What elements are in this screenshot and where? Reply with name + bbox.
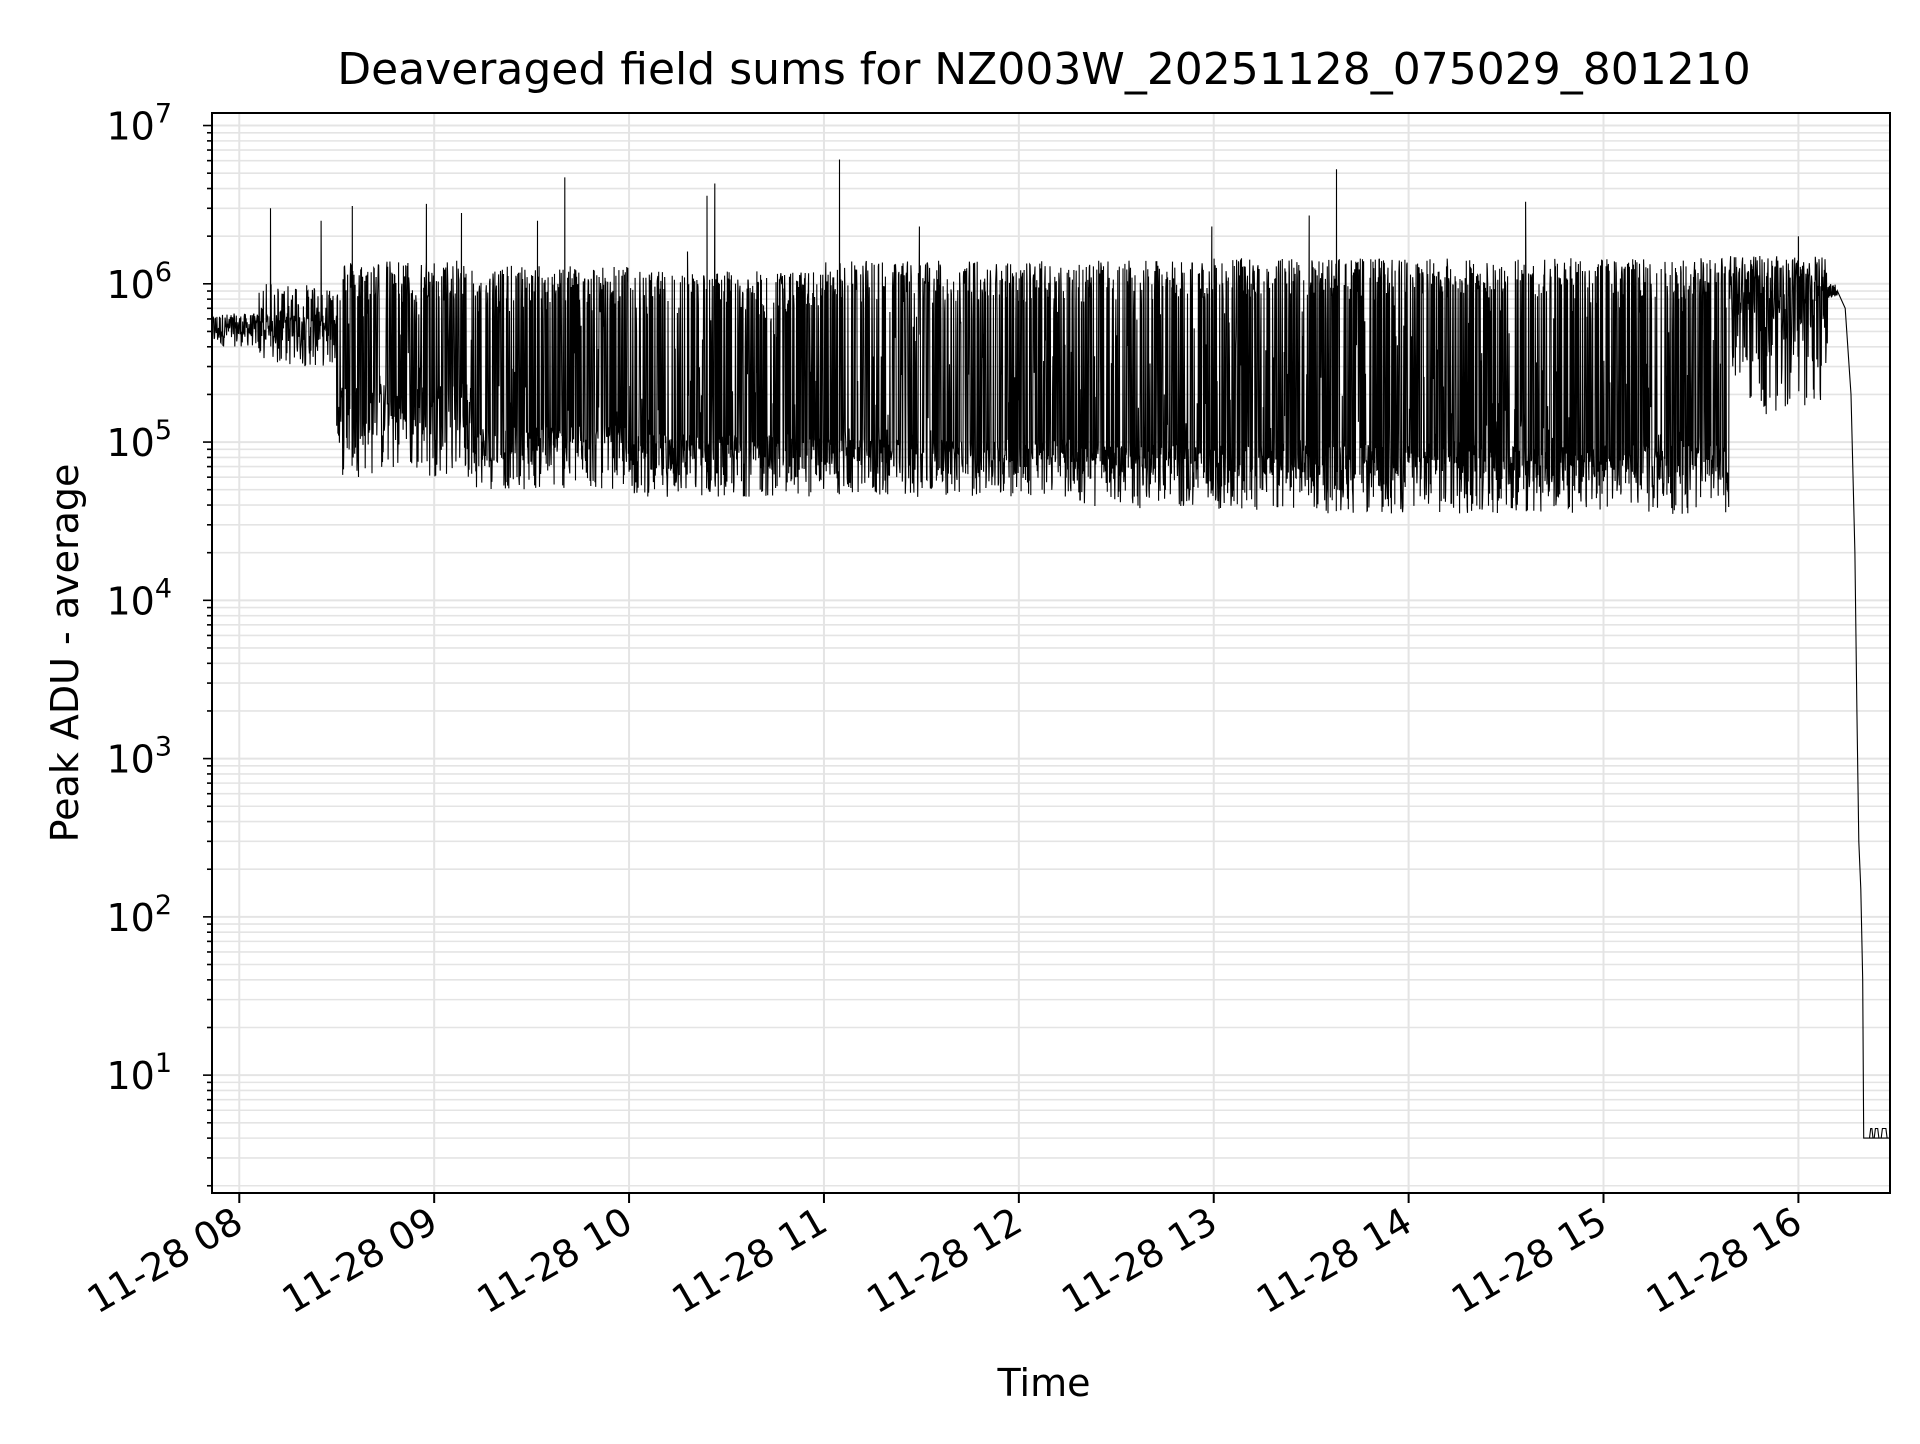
- chart-title: Deaveraged field sums for NZ003W_2025112…: [337, 44, 1750, 95]
- grid: [212, 113, 1890, 1193]
- series-line: [212, 159, 1890, 1139]
- y-tick-label: 104: [106, 573, 172, 623]
- plot-area: [212, 159, 1890, 1139]
- x-axis-label: Time: [997, 1361, 1091, 1405]
- y-tick-label: 106: [106, 257, 172, 307]
- y-tick-label: 101: [106, 1048, 172, 1098]
- y-tick-label: 102: [106, 890, 172, 940]
- y-axis-label: Peak ADU - average: [43, 464, 87, 843]
- y-tick-label: 107: [106, 99, 172, 149]
- y-tick-label: 103: [106, 732, 172, 782]
- axes-frame: [211, 112, 1891, 1194]
- y-tick-label: 105: [106, 415, 172, 465]
